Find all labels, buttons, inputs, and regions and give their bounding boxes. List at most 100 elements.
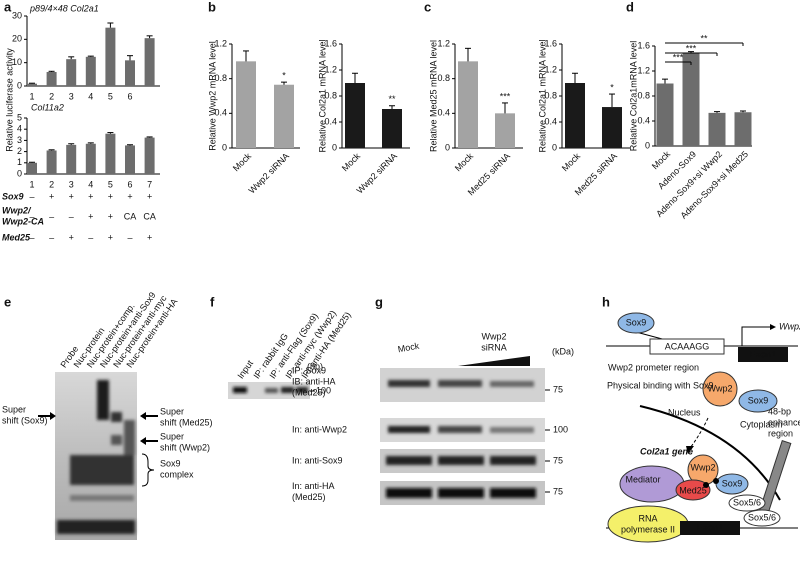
y-tick-label: 0.4	[637, 115, 650, 125]
condition-label: Wwp2/	[2, 205, 32, 215]
y-tick-label: 0.8	[637, 90, 650, 100]
contact-dot	[703, 482, 709, 488]
protein-label: polymerase II	[621, 524, 675, 534]
bar	[144, 137, 155, 174]
marker-label: 75	[553, 455, 563, 465]
significance: *	[282, 71, 286, 81]
y-tick-label: 1.6	[637, 40, 650, 50]
condition-cell: –	[49, 232, 54, 242]
blot-label: In: anti-Sox9	[292, 455, 343, 465]
protein-label: Sox5/6	[733, 497, 761, 507]
condition-cell: +	[147, 191, 152, 201]
condition-cell: +	[88, 191, 93, 201]
y-tick-label: 1.6	[544, 38, 557, 48]
y-tick-label: 1.2	[214, 38, 227, 48]
band	[438, 380, 482, 387]
band	[438, 488, 484, 498]
panel-label: b	[208, 0, 216, 14]
marker-label: 75	[553, 486, 563, 496]
condition-cell: +	[88, 211, 93, 221]
band	[281, 387, 294, 393]
x-tick-label: 5	[108, 179, 113, 189]
x-tick-label: 6	[127, 179, 132, 189]
y-tick-label: 20	[12, 34, 22, 44]
lane-label: Mock	[397, 341, 420, 355]
sox56-oval	[743, 509, 781, 527]
band	[386, 456, 432, 465]
exon-label: Exon1	[696, 522, 723, 532]
bar	[66, 59, 77, 86]
gene-label: Wwp2	[779, 321, 800, 331]
protein-label: Sox9	[626, 317, 647, 327]
exon-box	[738, 347, 788, 362]
y-tick-label: 0.4	[214, 108, 227, 118]
marker-label: 100	[316, 385, 331, 395]
x-tick-label: 3	[69, 179, 74, 189]
bar	[66, 144, 77, 174]
y-tick-label: 0	[552, 142, 557, 152]
region-label: Wwp2 prometer region	[608, 362, 699, 372]
free-probe	[57, 520, 135, 534]
y-axis-label: Relative Col2a1 mRNA level	[537, 39, 547, 152]
condition-cell: –	[29, 232, 34, 242]
y-tick-label: 1.2	[544, 64, 557, 74]
x-tick-label: 1	[29, 179, 34, 189]
condition-cell: –	[88, 232, 93, 242]
shift-label: shift (Wwp2)	[160, 442, 210, 452]
blot-label: IP: Sox9	[292, 365, 326, 375]
lane-label: Input	[235, 358, 255, 381]
band	[490, 488, 536, 498]
region-label: region	[768, 428, 793, 438]
bar	[734, 112, 752, 146]
protein-label: Sox5/6	[748, 512, 776, 522]
y-tick-label: 2	[17, 146, 22, 156]
x-tick-label: Mock	[231, 151, 254, 174]
condition-cell: +	[127, 191, 132, 201]
band	[438, 426, 482, 433]
x-tick-label: 5	[108, 91, 113, 101]
band	[296, 387, 308, 393]
arrowhead	[140, 437, 146, 445]
bar	[46, 150, 57, 174]
bar	[682, 53, 700, 146]
tss-arrow	[741, 326, 770, 346]
y-tick-label: 1.2	[324, 64, 337, 74]
binding-label: Physical binding with Sox9	[607, 380, 714, 390]
y-tick-label: 1	[17, 157, 22, 167]
x-tick-label: 2	[49, 91, 54, 101]
significance: ***	[500, 91, 511, 101]
protein-label: Wwp2	[690, 462, 715, 472]
x-tick-label: 1	[29, 91, 34, 101]
x-tick-label: Wwp2 siRNA	[247, 151, 292, 196]
region-label: 48-bp	[768, 406, 791, 416]
y-tick-label: 1.2	[637, 65, 650, 75]
significance: **	[700, 33, 708, 43]
y-tick-label: 0	[645, 140, 650, 150]
exon-box	[680, 521, 740, 535]
arrowhead	[686, 446, 694, 454]
band	[438, 456, 484, 465]
promoter-box	[649, 338, 725, 355]
panel-label: d	[626, 0, 634, 14]
y-tick-label: 0.4	[324, 116, 337, 126]
y-tick-label: 1.2	[437, 38, 450, 48]
chart-title: p89/4×48 Col2a1	[29, 3, 99, 13]
y-tick-label: 3	[17, 135, 22, 145]
shift-label: Super	[160, 406, 184, 416]
x-tick-label: Mock	[453, 151, 476, 174]
y-tick-label: 0	[17, 80, 22, 90]
x-tick-label: 6	[127, 91, 132, 101]
condition-cell: +	[108, 211, 113, 221]
sox9-complex-band	[70, 455, 134, 485]
bar	[46, 72, 57, 86]
bar	[274, 84, 294, 148]
protein-label: Wwp2	[707, 383, 732, 393]
y-tick-label: 0	[222, 142, 227, 152]
supershift-sox9	[97, 380, 109, 420]
condition-cell: +	[108, 191, 113, 201]
bar	[85, 143, 96, 174]
shift-label: Super	[2, 404, 26, 414]
bar	[125, 60, 135, 86]
